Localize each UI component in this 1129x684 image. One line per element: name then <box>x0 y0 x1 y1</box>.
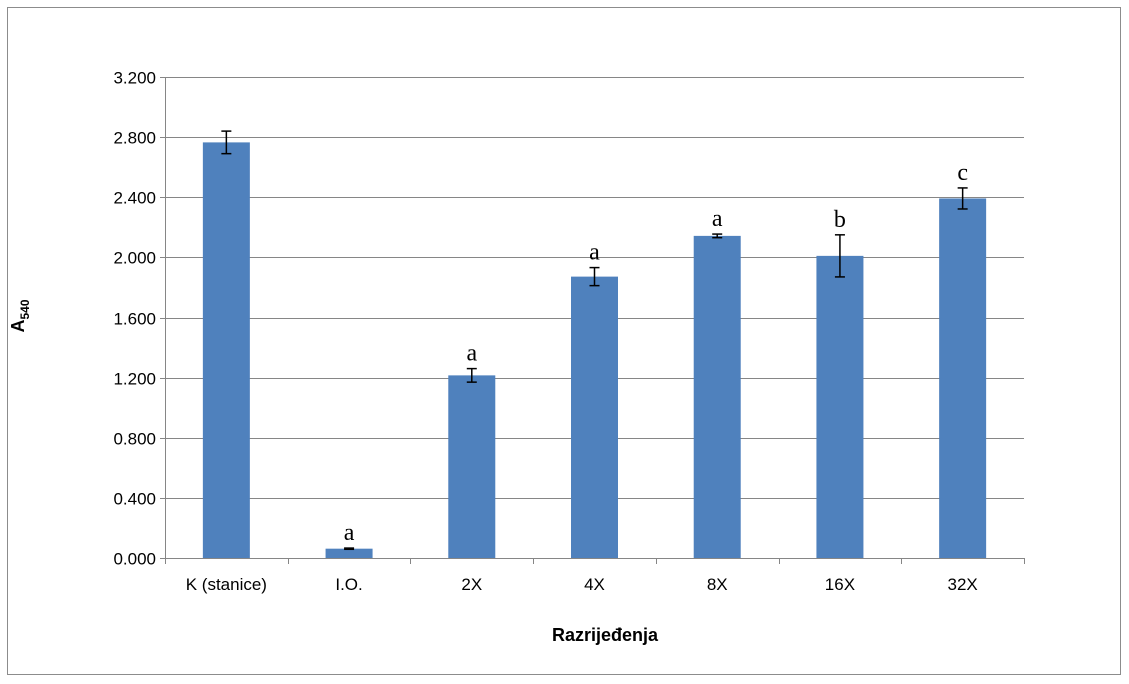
y-tick-label: 3.200 <box>113 69 156 88</box>
bar <box>571 276 618 558</box>
y-tick-labels: 0.000 0.400 0.800 1.200 1.600 2.000 2.400 2.800… <box>113 69 156 569</box>
x-tick-label: 2X <box>461 575 482 594</box>
significance-labels: a a a a b c <box>344 160 968 546</box>
y-tick-label: 2.800 <box>113 129 156 148</box>
x-tick-label: 4X <box>584 575 605 594</box>
y-tick-label: 0.000 <box>113 550 156 569</box>
significance-label: c <box>957 160 968 186</box>
significance-label: a <box>344 520 355 546</box>
y-tick-label: 1.600 <box>113 310 156 329</box>
x-tick-label: 32X <box>948 575 978 594</box>
significance-label: b <box>834 207 846 233</box>
significance-label: a <box>712 206 723 232</box>
significance-label: a <box>466 341 477 367</box>
y-tick-label: 2.000 <box>113 249 156 268</box>
axes <box>165 77 1025 564</box>
bar <box>448 375 496 558</box>
y-axis-title: A540 <box>8 299 32 332</box>
bar <box>693 235 741 558</box>
y-tick-label: 2.400 <box>113 189 156 208</box>
bar <box>939 198 987 558</box>
x-tick-label: K (stanice) <box>186 575 267 594</box>
significance-label: a <box>589 240 600 266</box>
y-tick-label: 0.400 <box>113 490 156 509</box>
y-axis-title-main: A <box>8 320 28 333</box>
y-tick-label: 0.800 <box>113 430 156 449</box>
x-tick-label: I.O. <box>335 575 362 594</box>
x-tick-labels: K (stanice) I.O. 2X 4X 8X 16X 32X <box>186 575 978 594</box>
bar <box>816 255 864 558</box>
bar <box>202 142 250 559</box>
bar <box>325 548 373 558</box>
bars <box>202 142 987 559</box>
chart-frame <box>7 7 1121 675</box>
y-axis-title-sub: 540 <box>18 299 32 319</box>
x-tick-label: 16X <box>825 575 855 594</box>
x-axis-title: Razrijeđenja <box>552 625 659 645</box>
error-bars <box>221 130 968 551</box>
x-tick-label: 8X <box>707 575 728 594</box>
y-tick-label: 1.200 <box>113 370 156 389</box>
